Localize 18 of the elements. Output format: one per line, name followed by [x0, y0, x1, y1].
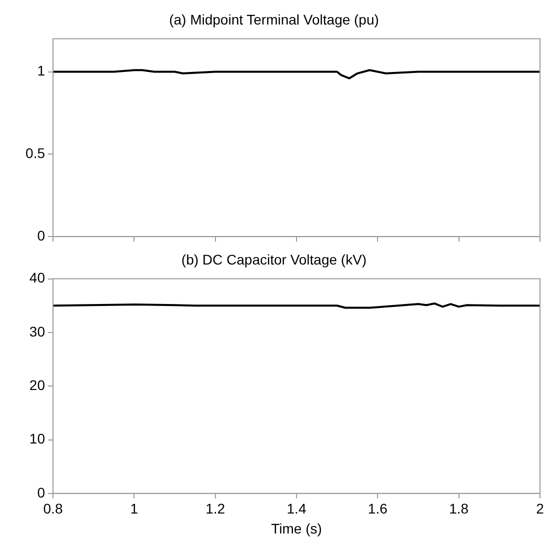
x-tick-label: 1.4 — [286, 500, 306, 517]
y-tick-label: 0 — [37, 484, 46, 500]
x-tick-label: 1.6 — [368, 500, 388, 517]
y-tick-label: 30 — [29, 323, 46, 340]
y-tick-label: 0 — [37, 227, 46, 244]
x-tick-label: 1.2 — [206, 500, 226, 517]
x-tick-label: 2 — [536, 500, 544, 517]
x-tick-label: 1.8 — [449, 500, 469, 517]
y-tick-label: 10 — [29, 430, 46, 447]
x-tick-label: 1 — [130, 500, 138, 517]
y-tick-label: 40 — [29, 270, 46, 286]
x-tick-label: 0.8 — [43, 500, 63, 517]
y-tick-label: 1 — [37, 62, 46, 79]
chart-title: (a) Midpoint Terminal Voltage (pu) — [169, 11, 379, 28]
y-tick-label: 0.5 — [26, 145, 46, 162]
y-tick-label: 20 — [29, 376, 46, 393]
chart-title: (b) DC Capacitor Voltage (kV) — [181, 251, 367, 268]
x-axis-title: Time (s) — [271, 520, 322, 536]
